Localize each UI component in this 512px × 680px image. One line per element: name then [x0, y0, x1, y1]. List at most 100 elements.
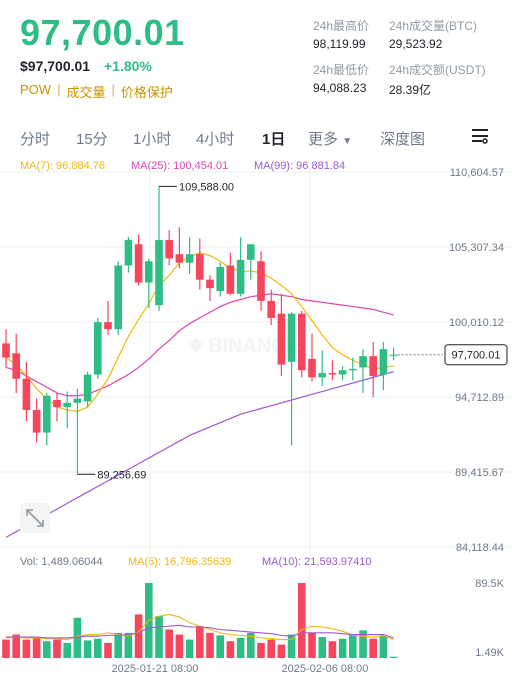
vol-ma10-line [6, 624, 394, 639]
date-label: 2025-02-06 08:00 [282, 663, 369, 675]
volume-bar [114, 632, 122, 658]
volume-bar [134, 614, 143, 658]
price-tick-label: 110,604.57 [450, 167, 504, 179]
current-price-tag [444, 344, 508, 366]
candle-body [145, 261, 153, 283]
last-price: 97,700.01 [20, 12, 185, 53]
candle-body [73, 398, 82, 403]
price-tick-label: 100,010.12 [449, 317, 504, 329]
candle-body [226, 265, 235, 294]
volume-axis-top: 89.5K [475, 578, 504, 590]
volume-bar [53, 639, 61, 658]
binance-watermark: BINANCE [188, 335, 299, 357]
volume-bar [318, 637, 326, 658]
price-axis: 110,604.57 105,307.34 100,010.12 94,712.89 8… [449, 167, 504, 554]
volume-bar [175, 634, 184, 658]
candle-body [185, 254, 194, 263]
volume-bars: 89.5K 1.49K 2025-01-21 08:00 2025-02-06 08:… [2, 578, 505, 675]
tab-1d[interactable]: 1日 [262, 131, 286, 148]
annotations: 109,588.00 89,256.69 97,700.01 [77, 181, 508, 481]
tab-depth[interactable]: 深度图 [380, 131, 426, 148]
volume-bar [277, 644, 286, 658]
volume-bar [83, 640, 92, 658]
volume-bar [155, 616, 163, 658]
vol-ma5-legend: MA(5): 16,796.35639 [128, 556, 232, 568]
ma7-legend: MA(7): 96,884.76 [20, 160, 105, 172]
candle-body [196, 254, 204, 280]
volume-bar [124, 632, 133, 658]
candle-body [379, 349, 388, 375]
candle-body [247, 244, 255, 260]
price-tick-label: 94,712.89 [455, 392, 504, 404]
candle-body [216, 266, 224, 291]
candle-body [43, 395, 51, 433]
high-value: 98,119.99 [313, 37, 366, 51]
volume-bar [369, 638, 377, 658]
volume-bar [63, 642, 71, 658]
volume-bar [338, 638, 347, 658]
candle-body [63, 402, 71, 408]
candle-body [32, 409, 41, 433]
volume-bar [216, 635, 224, 658]
tag-pow[interactable]: POW [20, 82, 52, 97]
candle-body [318, 373, 326, 378]
volume-axis-bottom: 1.49K [475, 647, 504, 659]
price-tick-label: 84,118.44 [456, 542, 504, 554]
volume-bar [257, 642, 265, 658]
volume-bar [196, 626, 204, 658]
volume-bar [247, 632, 255, 658]
candle-body [257, 261, 265, 301]
candle-body [277, 313, 286, 365]
volume-bar [94, 638, 102, 658]
vol-btc-value: 29,523.92 [389, 37, 443, 51]
volume-bar [43, 641, 51, 658]
low-value: 94,088.23 [313, 81, 367, 95]
candle-body [206, 279, 214, 289]
volume-bar [236, 637, 245, 658]
kline-chart[interactable]: BINANCE 109,588.00 89,256.69 97,700.01 110… [0, 150, 512, 680]
candle-body [338, 370, 347, 375]
volume-bar [165, 629, 173, 658]
tag-price-protection[interactable]: 价格保护 [120, 85, 173, 100]
volume-bar [32, 637, 41, 658]
price-change: +1.80% [104, 58, 152, 74]
volume-bar [73, 617, 82, 658]
candle-body [104, 322, 112, 330]
candle-body [22, 378, 31, 410]
tab-1h[interactable]: 1小时 [133, 131, 172, 148]
tag-row: POW | 成交量 | 价格保护 [20, 82, 173, 101]
usd-price: $97,700.01 [20, 58, 91, 74]
candle-body [287, 313, 296, 362]
candle-body [83, 374, 92, 402]
volume-bar [185, 639, 194, 658]
vol-btc-label: 24h成交量(BTC) [389, 19, 478, 33]
candle-body [298, 313, 306, 371]
tag-separator: | [57, 82, 61, 97]
tab-time-share[interactable]: 分时 [20, 131, 51, 148]
volume-bar [2, 639, 10, 658]
tab-15m[interactable]: 15分 [76, 131, 108, 148]
expand-icon[interactable] [20, 503, 50, 533]
candle-body [12, 353, 20, 379]
tag-volume[interactable]: 成交量 [66, 85, 106, 100]
volume-bar [12, 634, 20, 658]
tab-4h[interactable]: 4小时 [196, 131, 235, 148]
chart-settings-icon[interactable] [470, 126, 490, 148]
volume-bar [379, 636, 388, 658]
candle-body [114, 265, 122, 330]
tag-separator: | [111, 82, 115, 97]
volume-bar [359, 630, 367, 658]
svg-text:BINANCE: BINANCE [208, 335, 299, 357]
candle-body [369, 356, 377, 376]
date-label: 2025-01-21 08:00 [112, 663, 199, 675]
vol-ma10-legend: MA(10): 21,593.97410 [262, 556, 372, 568]
candle-body [308, 358, 316, 378]
volume-bar [104, 642, 112, 658]
tab-more[interactable]: 更多 ▼ [308, 128, 352, 149]
ma25-line [5, 293, 394, 397]
candle-body [236, 259, 245, 294]
volume-legend: Vol: 1,489.06044 [20, 556, 103, 568]
candle-body [124, 240, 133, 266]
volume-bar [328, 641, 337, 658]
current-price-label: 97,700.01 [452, 350, 501, 362]
